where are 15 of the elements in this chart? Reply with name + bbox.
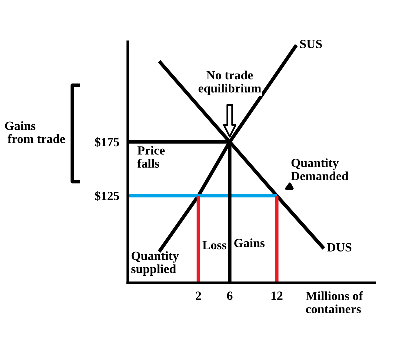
y-tick-label: $175 <box>95 137 120 148</box>
x-tick-label: 12 <box>272 292 283 300</box>
annotation: Price falls <box>138 146 165 168</box>
y-tick-label: $125 <box>95 191 120 202</box>
annotation: Loss <box>202 241 227 250</box>
x-axis-title: Millions of containers <box>306 292 364 314</box>
series-label: DUS <box>327 243 352 252</box>
x-tick-label: 2 <box>196 292 202 300</box>
text: Gains from trade <box>5 121 66 144</box>
x-tick-label: 6 <box>227 292 233 300</box>
annotation: Quantity supplied <box>132 251 180 276</box>
annotation: Quantity Demanded <box>291 158 349 180</box>
annotation: No trade equilibrium <box>198 70 262 96</box>
series-label: SUS <box>300 40 322 48</box>
annotation: Gains <box>234 238 265 248</box>
